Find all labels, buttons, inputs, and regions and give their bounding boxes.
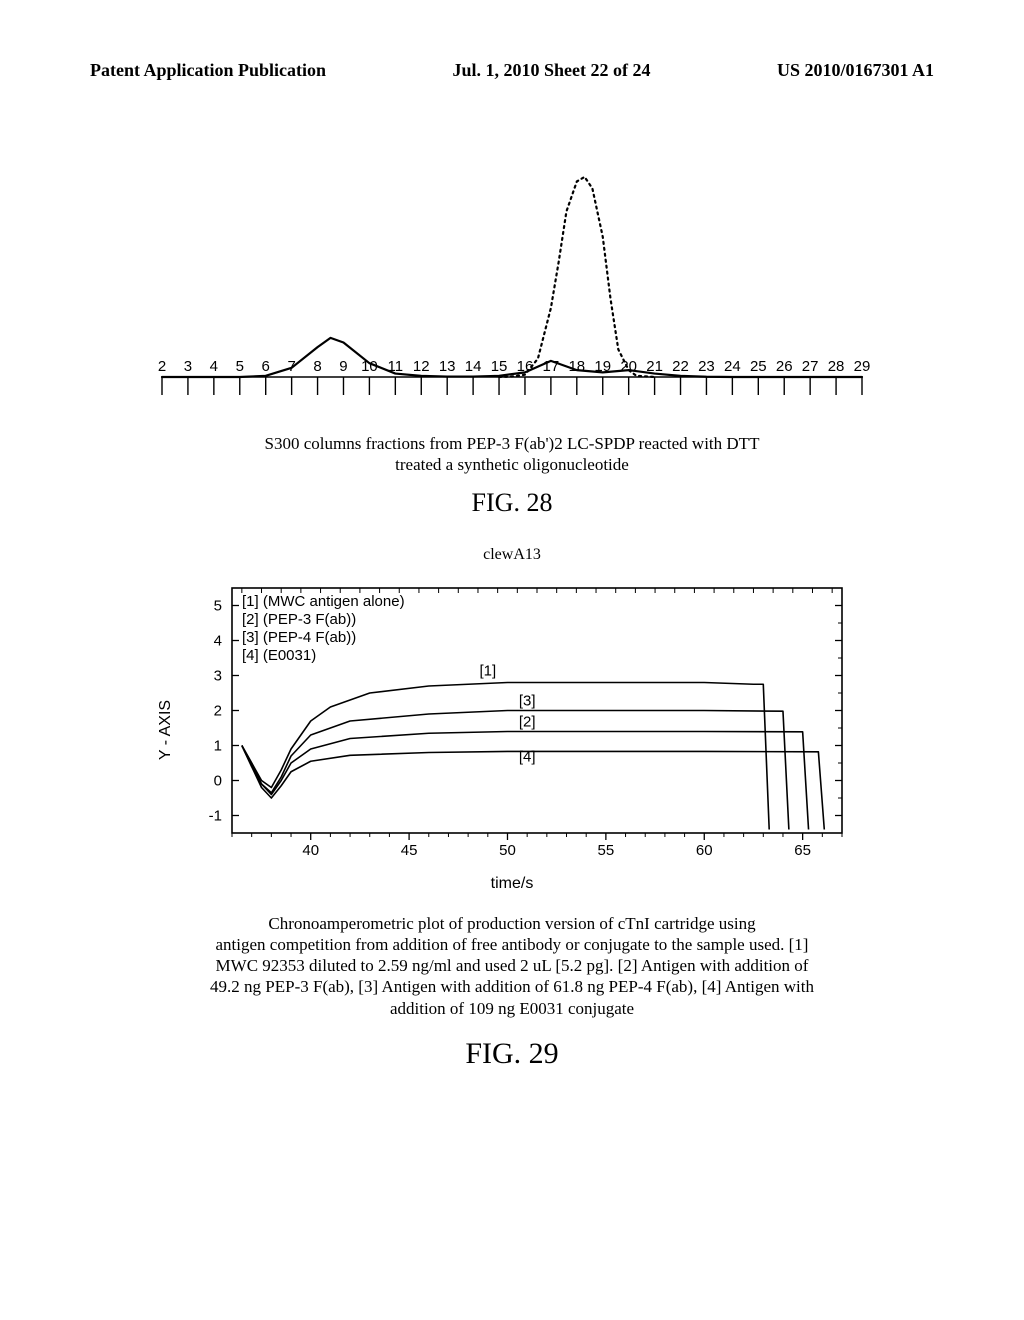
svg-text:0: 0	[214, 772, 222, 789]
fig29-x-axis-label: time/s	[162, 875, 862, 893]
fig29-y-axis-label: Y - AXIS	[157, 700, 175, 760]
svg-text:22: 22	[672, 358, 689, 375]
svg-text:[1]: [1]	[479, 662, 496, 679]
svg-text:25: 25	[750, 358, 767, 375]
fig29-label: FIG. 29	[90, 1037, 934, 1071]
svg-text:24: 24	[724, 358, 741, 375]
header-right: US 2010/0167301 A1	[777, 60, 934, 81]
svg-text:26: 26	[776, 358, 793, 375]
svg-text:5: 5	[236, 358, 244, 375]
svg-text:18: 18	[568, 358, 585, 375]
svg-text:4: 4	[214, 632, 222, 649]
svg-text:1: 1	[214, 737, 222, 754]
svg-text:4: 4	[210, 358, 218, 375]
svg-text:6: 6	[262, 358, 270, 375]
header-left: Patent Application Publication	[90, 60, 326, 81]
svg-text:50: 50	[499, 842, 516, 859]
svg-text:2: 2	[214, 702, 222, 719]
legend-line: [3] (PEP-4 F(ab))	[242, 629, 356, 646]
svg-text:15: 15	[491, 358, 508, 375]
svg-text:[3]: [3]	[519, 692, 536, 709]
svg-text:14: 14	[465, 358, 482, 375]
svg-text:13: 13	[439, 358, 456, 375]
svg-text:23: 23	[698, 358, 715, 375]
fig29-title: clewA13	[90, 546, 934, 564]
svg-text:40: 40	[302, 842, 319, 859]
svg-text:60: 60	[696, 842, 713, 859]
legend-line: [4] (E0031)	[242, 647, 316, 664]
fig29-container: clewA13 Y - AXIS -1012345404550556065[1]…	[90, 546, 934, 1071]
svg-text:9: 9	[339, 358, 347, 375]
svg-text:-1: -1	[209, 807, 222, 824]
svg-text:12: 12	[413, 358, 430, 375]
header-center: Jul. 1, 2010 Sheet 22 of 24	[453, 60, 651, 81]
fig28-container: 2345678910111213141516171819202122232425…	[90, 127, 934, 518]
svg-text:29: 29	[854, 358, 871, 375]
svg-text:3: 3	[184, 358, 192, 375]
svg-text:[2]: [2]	[519, 713, 536, 730]
svg-text:55: 55	[598, 842, 615, 859]
svg-text:[4]: [4]	[519, 748, 536, 765]
svg-text:65: 65	[794, 842, 811, 859]
svg-text:28: 28	[828, 358, 845, 375]
legend-line: [1] (MWC antigen alone)	[242, 593, 405, 610]
legend-line: [2] (PEP-3 F(ab))	[242, 611, 356, 628]
fig29-caption: Chronoamperometric plot of production ve…	[90, 913, 934, 1019]
svg-text:2: 2	[158, 358, 166, 375]
svg-text:3: 3	[214, 667, 222, 684]
svg-text:45: 45	[401, 842, 418, 859]
page-header: Patent Application Publication Jul. 1, 2…	[90, 60, 934, 87]
fig28-label: FIG. 28	[90, 488, 934, 518]
svg-text:27: 27	[802, 358, 819, 375]
fig28-caption: S300 columns fractions from PEP-3 F(ab')…	[90, 433, 934, 476]
svg-text:8: 8	[313, 358, 321, 375]
svg-text:5: 5	[214, 597, 222, 614]
chromatogram-chart: 2345678910111213141516171819202122232425…	[152, 127, 872, 427]
chronoamperometric-chart: -1012345404550556065[1] (MWC antigen alo…	[162, 568, 862, 868]
